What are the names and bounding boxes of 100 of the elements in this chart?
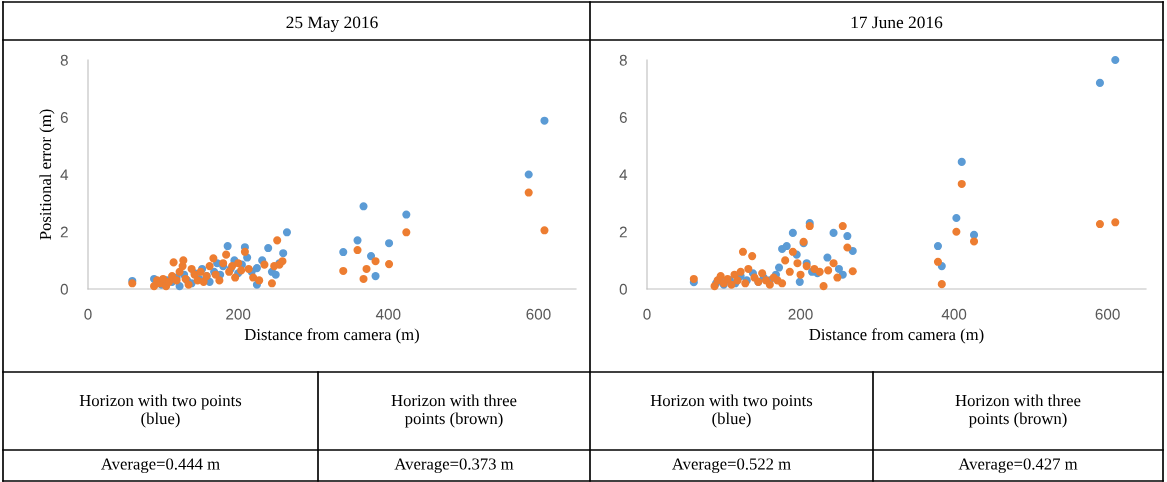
text: Average=0.373 m (394, 458, 514, 474)
point (969, 237, 979, 246)
y-tick-label: 8 (619, 54, 627, 66)
point (353, 236, 362, 245)
point (778, 279, 787, 288)
text: Horizon with three points (brown) (391, 394, 517, 428)
point (271, 270, 280, 279)
point (282, 228, 291, 237)
text: Horizon with two points (blue) (650, 394, 813, 428)
y-tick-label: 0 (60, 283, 68, 295)
point (785, 267, 794, 276)
point (371, 257, 380, 266)
point (748, 252, 757, 261)
point (819, 282, 828, 291)
point (279, 249, 288, 258)
point (260, 260, 269, 269)
y-tick-label: 2 (619, 226, 627, 238)
x-tick-label: 600 (526, 308, 551, 320)
text: Average=0.427 m (958, 458, 1078, 474)
point (848, 267, 857, 276)
point (838, 221, 847, 231)
point (834, 264, 843, 274)
y-tick-label: 8 (60, 54, 68, 66)
x-tick-label: 400 (941, 308, 967, 320)
point (774, 263, 784, 272)
point (199, 277, 208, 286)
point (222, 250, 231, 259)
point (758, 269, 767, 278)
y-tick-label: 6 (619, 112, 627, 123)
point (169, 258, 178, 267)
y-tick-label: 0 (619, 283, 627, 295)
y-tick-label: 6 (60, 112, 68, 123)
point (1095, 219, 1104, 229)
point (339, 266, 348, 276)
x-tick-label: 0 (643, 308, 651, 320)
point (969, 230, 979, 239)
point (824, 266, 833, 275)
x-axis-title: Distance from camera (m) (244, 328, 419, 344)
x-tick-label: 0 (84, 308, 92, 320)
point (1095, 78, 1104, 87)
point (833, 273, 842, 282)
point (957, 157, 966, 166)
point (359, 202, 368, 211)
point (829, 228, 838, 237)
text: Horizon with two points (blue) (79, 394, 242, 428)
point (385, 260, 394, 269)
point (267, 279, 276, 288)
point (540, 116, 549, 125)
point (796, 270, 805, 279)
text: Horizon with three points (brown) (955, 394, 1081, 428)
x-axis-title: Distance from camera (m) (809, 328, 984, 344)
point (788, 247, 797, 256)
point (1111, 218, 1120, 227)
y-tick-label: 4 (619, 169, 628, 181)
point (933, 257, 942, 266)
point (952, 213, 961, 223)
chart-title: 17 June 2016 (851, 16, 943, 29)
point (359, 274, 368, 284)
point (402, 228, 411, 237)
point (402, 210, 411, 219)
point (205, 262, 214, 271)
point (738, 247, 748, 256)
point (371, 272, 380, 281)
point (175, 282, 184, 291)
text: Average=0.444 m (101, 458, 220, 474)
point (215, 276, 224, 285)
point (252, 264, 261, 273)
point (366, 252, 376, 261)
point (339, 248, 348, 257)
point (788, 228, 797, 237)
point (524, 170, 533, 179)
point (782, 242, 791, 251)
point (727, 280, 736, 289)
point (689, 274, 698, 284)
point (540, 226, 549, 235)
point (793, 259, 802, 268)
chart-title: 25 May 2016 (286, 16, 378, 32)
y-tick-label: 2 (60, 226, 68, 238)
point (937, 280, 946, 289)
point (223, 242, 232, 251)
x-tick-label: 400 (375, 308, 401, 320)
point (843, 243, 852, 252)
point (240, 247, 249, 256)
point (843, 232, 852, 241)
x-tick-label: 200 (788, 308, 813, 320)
point (823, 253, 832, 262)
point (848, 246, 857, 255)
point (231, 273, 240, 282)
point (209, 254, 218, 263)
point (255, 276, 264, 285)
point (1111, 55, 1120, 65)
x-tick-label: 200 (226, 308, 251, 320)
point (362, 264, 371, 274)
text: Average=0.522 m (672, 458, 791, 474)
point (179, 256, 188, 265)
point (353, 246, 362, 255)
point (781, 256, 790, 265)
point (957, 179, 966, 188)
point (264, 244, 273, 253)
point (168, 272, 177, 281)
